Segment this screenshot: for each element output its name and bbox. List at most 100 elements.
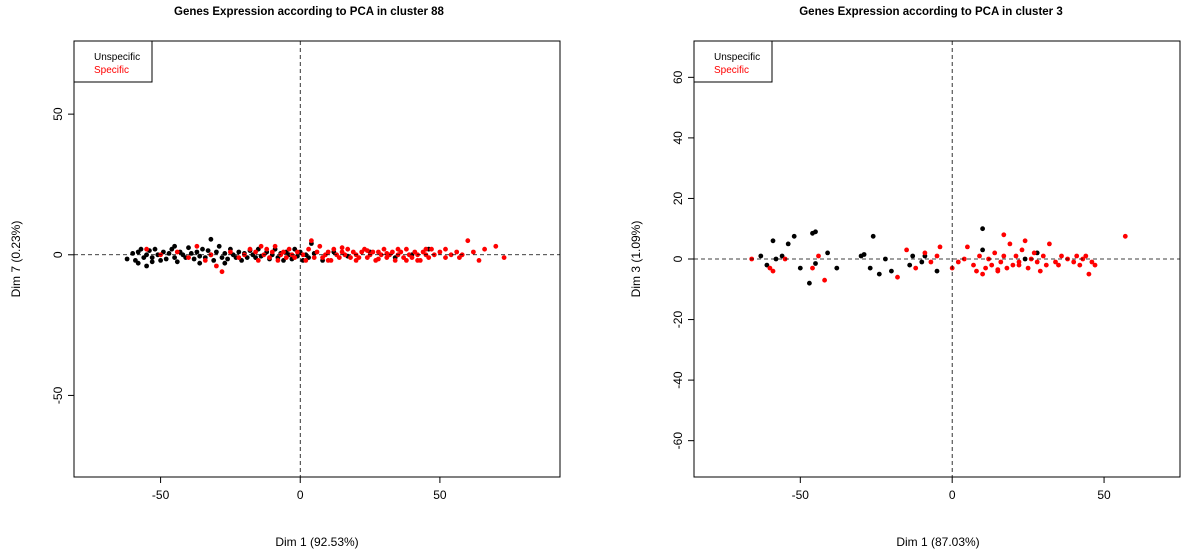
point-specific bbox=[1016, 262, 1022, 268]
point-specific bbox=[767, 265, 773, 271]
point-specific bbox=[1086, 271, 1092, 277]
y-tick-label: -60 bbox=[671, 432, 685, 450]
point-specific bbox=[429, 246, 434, 252]
point-unspecific bbox=[236, 249, 242, 255]
legend-box bbox=[73, 40, 153, 83]
point-specific bbox=[306, 246, 311, 252]
legend-entry-specific: Specific bbox=[94, 65, 129, 76]
point-unspecific bbox=[172, 243, 178, 249]
legend-entry-unspecific: Unspecific bbox=[94, 52, 140, 63]
reference-lines bbox=[694, 41, 1180, 477]
point-specific bbox=[1025, 265, 1031, 271]
point-unspecific bbox=[779, 253, 785, 259]
y-axis-label: Dim 7 (0.23%) bbox=[9, 221, 23, 298]
point-specific bbox=[1007, 241, 1013, 247]
point-unspecific bbox=[194, 249, 200, 255]
point-specific bbox=[292, 255, 298, 260]
point-unspecific bbox=[889, 268, 894, 274]
point-specific bbox=[1040, 253, 1046, 259]
x-tick-label: 50 bbox=[433, 488, 447, 502]
point-specific bbox=[454, 249, 460, 255]
point-unspecific bbox=[770, 238, 776, 244]
point-specific bbox=[309, 238, 314, 244]
point-specific bbox=[1031, 250, 1037, 256]
point-specific bbox=[465, 238, 471, 244]
point-specific bbox=[303, 258, 309, 263]
point-unspecific bbox=[138, 246, 144, 252]
chart-panel-cluster-88: Genes Expression according to PCA in clu… bbox=[9, 6, 561, 549]
point-specific bbox=[426, 255, 432, 260]
point-specific bbox=[1077, 262, 1083, 268]
point-specific bbox=[186, 255, 191, 260]
point-specific bbox=[1053, 259, 1058, 265]
point-specific bbox=[1001, 232, 1007, 238]
point-specific bbox=[955, 259, 961, 265]
point-unspecific bbox=[910, 253, 916, 259]
point-specific bbox=[253, 249, 258, 255]
y-tick-label: -40 bbox=[671, 371, 685, 389]
x-axis-label: Dim 1 (87.03%) bbox=[896, 535, 979, 549]
point-specific bbox=[770, 268, 776, 274]
point-specific bbox=[1083, 253, 1089, 259]
point-specific bbox=[378, 252, 384, 258]
point-specific bbox=[342, 252, 348, 258]
point-specific bbox=[392, 258, 398, 263]
y-axis-ticks: -60 -40 -20 0 20 40 60 bbox=[671, 70, 695, 450]
point-specific bbox=[281, 249, 286, 255]
point-specific bbox=[264, 246, 270, 252]
point-specific bbox=[482, 246, 487, 252]
x-tick-label: 0 bbox=[949, 488, 956, 502]
point-specific bbox=[913, 265, 919, 271]
point-specific bbox=[423, 246, 429, 252]
y-axis-label: Dim 3 (1.09%) bbox=[629, 221, 643, 298]
point-specific bbox=[965, 244, 970, 250]
point-specific bbox=[1043, 262, 1049, 268]
y-tick-label: 40 bbox=[671, 131, 685, 145]
reference-lines bbox=[74, 41, 560, 477]
point-specific bbox=[1047, 241, 1052, 247]
point-unspecific bbox=[174, 259, 180, 265]
point-specific bbox=[247, 246, 253, 252]
point-specific bbox=[937, 244, 943, 250]
point-specific bbox=[980, 271, 985, 277]
point-specific bbox=[471, 249, 476, 255]
point-specific bbox=[404, 246, 409, 252]
point-specific bbox=[974, 268, 979, 274]
point-specific bbox=[928, 259, 934, 265]
x-tick-label: -50 bbox=[152, 488, 170, 502]
point-specific bbox=[283, 255, 289, 260]
point-specific bbox=[1034, 259, 1040, 265]
point-unspecific bbox=[144, 263, 150, 269]
point-specific bbox=[1022, 238, 1028, 244]
point-unspecific bbox=[980, 226, 985, 232]
point-specific bbox=[457, 255, 462, 260]
point-unspecific bbox=[124, 256, 130, 262]
point-specific bbox=[995, 267, 1001, 272]
point-specific bbox=[255, 258, 261, 263]
point-specific bbox=[345, 246, 351, 252]
point-specific bbox=[1013, 253, 1019, 259]
point-specific bbox=[476, 258, 482, 263]
point-specific bbox=[437, 249, 443, 255]
point-specific bbox=[258, 243, 264, 249]
point-unspecific bbox=[980, 247, 985, 253]
legend-entry-unspecific: Unspecific bbox=[714, 52, 760, 63]
point-unspecific bbox=[813, 229, 818, 235]
chart-title: Genes Expression according to PCA in clu… bbox=[174, 6, 445, 18]
point-specific bbox=[236, 255, 242, 260]
point-specific bbox=[174, 249, 180, 255]
point-specific bbox=[1122, 233, 1128, 239]
point-unspecific bbox=[222, 260, 228, 266]
point-specific bbox=[1059, 253, 1064, 259]
point-specific bbox=[822, 277, 827, 283]
point-specific bbox=[1092, 262, 1098, 268]
point-specific bbox=[816, 253, 821, 259]
point-specific bbox=[314, 249, 320, 255]
y-tick-label: -50 bbox=[51, 386, 65, 404]
point-specific bbox=[1004, 265, 1010, 271]
point-unspecific bbox=[825, 250, 830, 256]
y-axis-ticks: -50 0 50 bbox=[51, 107, 75, 404]
point-unspecific bbox=[807, 280, 812, 286]
point-unspecific bbox=[813, 261, 818, 266]
x-axis-ticks: -50 0 50 bbox=[792, 476, 1111, 502]
